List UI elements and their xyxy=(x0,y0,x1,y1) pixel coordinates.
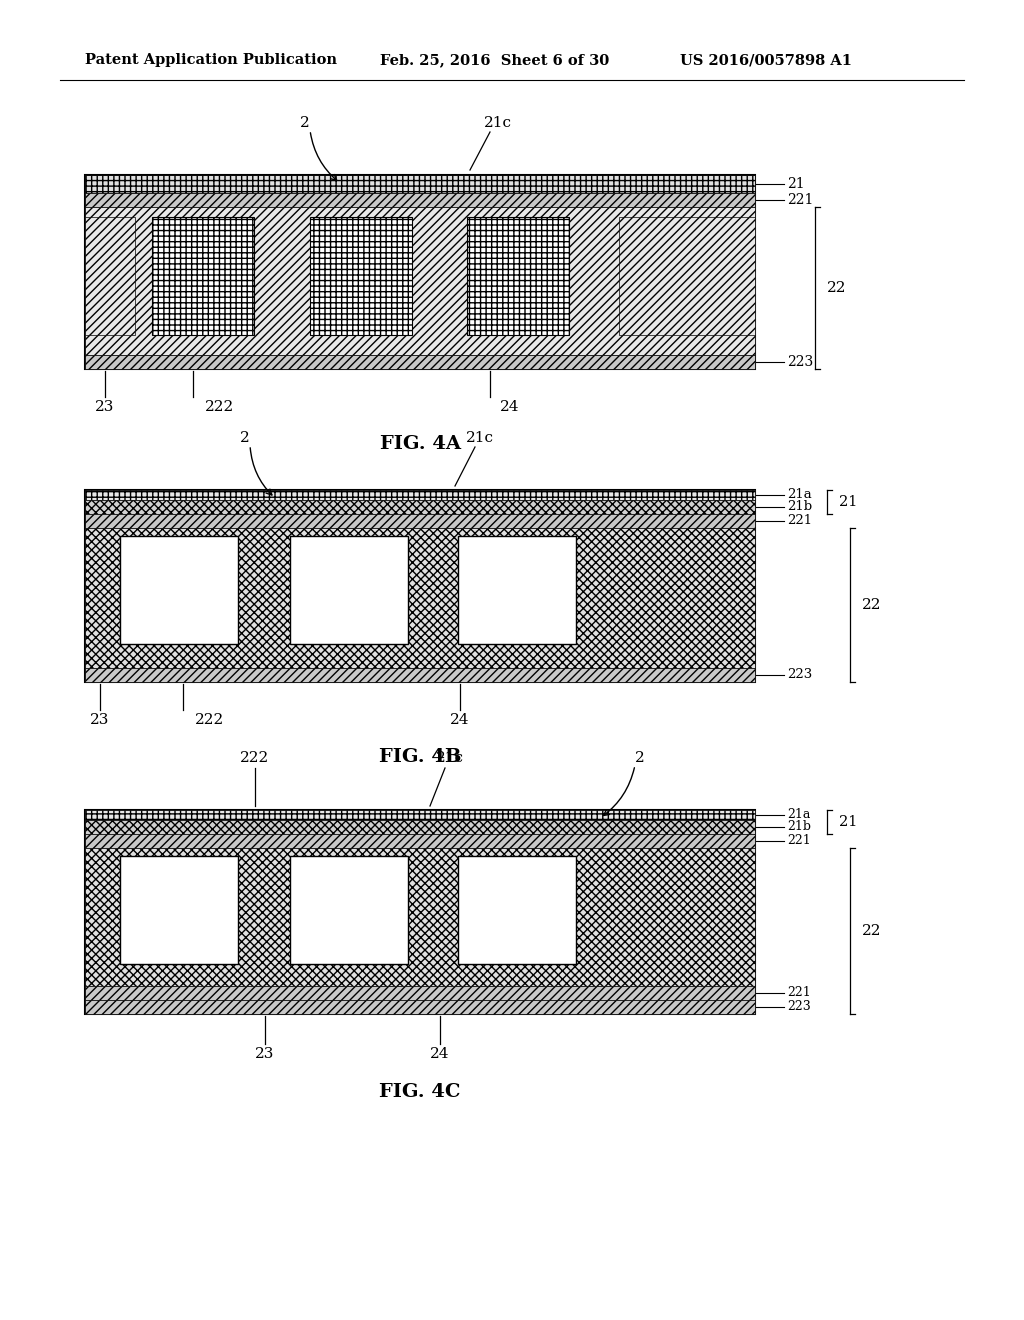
Text: 21a: 21a xyxy=(787,808,810,821)
Text: 21: 21 xyxy=(839,495,857,510)
Text: FIG. 4B: FIG. 4B xyxy=(379,748,461,766)
Bar xyxy=(85,207,755,355)
Text: 222: 222 xyxy=(241,751,269,766)
Text: 221: 221 xyxy=(787,515,812,528)
Bar xyxy=(85,528,755,668)
Bar xyxy=(458,536,575,644)
Bar xyxy=(85,193,755,207)
Text: 22: 22 xyxy=(827,281,847,294)
Bar xyxy=(85,176,755,193)
Text: 21: 21 xyxy=(787,177,805,191)
Bar xyxy=(85,834,755,847)
Bar xyxy=(85,810,755,1014)
Bar xyxy=(458,855,575,964)
Text: 21c: 21c xyxy=(484,116,512,129)
Text: FIG. 4C: FIG. 4C xyxy=(379,1082,461,1101)
Text: 21b: 21b xyxy=(787,500,812,513)
Bar xyxy=(85,810,755,820)
Text: 223: 223 xyxy=(787,1001,811,1014)
Text: 21c: 21c xyxy=(466,432,494,445)
Text: 21: 21 xyxy=(839,814,857,829)
Bar xyxy=(85,500,755,513)
Bar xyxy=(85,490,755,682)
Text: 223: 223 xyxy=(787,355,813,370)
Text: 22: 22 xyxy=(862,598,882,612)
Bar xyxy=(120,855,238,964)
Bar xyxy=(152,216,254,335)
Text: 21a: 21a xyxy=(787,488,812,502)
Bar xyxy=(290,536,408,644)
Bar xyxy=(310,216,412,335)
Text: 221: 221 xyxy=(787,193,813,207)
Text: 21c: 21c xyxy=(436,751,464,766)
Bar xyxy=(85,490,755,500)
Text: 2: 2 xyxy=(300,116,310,129)
Bar xyxy=(85,820,755,834)
Bar xyxy=(467,216,569,335)
Bar xyxy=(85,1001,755,1014)
Text: 2: 2 xyxy=(635,751,645,766)
Bar xyxy=(85,176,755,370)
Text: 2: 2 xyxy=(240,432,250,445)
Bar xyxy=(85,355,755,370)
Bar xyxy=(85,216,135,335)
Text: 223: 223 xyxy=(787,668,812,681)
Bar xyxy=(290,855,408,964)
Text: 23: 23 xyxy=(95,400,115,414)
Text: 22: 22 xyxy=(862,924,882,939)
Text: 24: 24 xyxy=(451,713,470,727)
Text: 23: 23 xyxy=(90,713,110,727)
Bar xyxy=(85,513,755,528)
Text: 24: 24 xyxy=(430,1047,450,1061)
Text: US 2016/0057898 A1: US 2016/0057898 A1 xyxy=(680,53,852,67)
Text: 222: 222 xyxy=(196,713,224,727)
Text: 21b: 21b xyxy=(787,821,811,833)
Bar xyxy=(618,216,755,335)
Text: FIG. 4A: FIG. 4A xyxy=(380,436,461,453)
Text: 24: 24 xyxy=(501,400,520,414)
Text: 23: 23 xyxy=(255,1047,274,1061)
Bar xyxy=(85,668,755,682)
Text: Patent Application Publication: Patent Application Publication xyxy=(85,53,337,67)
Bar xyxy=(120,536,238,644)
Bar xyxy=(85,986,755,1001)
Text: 221: 221 xyxy=(787,834,811,847)
Text: 222: 222 xyxy=(206,400,234,414)
Text: 221: 221 xyxy=(787,986,811,999)
Bar xyxy=(85,847,755,986)
Text: Feb. 25, 2016  Sheet 6 of 30: Feb. 25, 2016 Sheet 6 of 30 xyxy=(380,53,609,67)
